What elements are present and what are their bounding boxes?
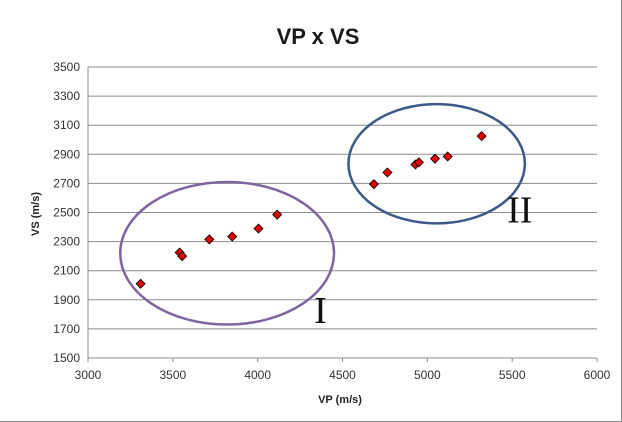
y-tick-label: 2900 (53, 147, 80, 161)
y-tick-label: 2500 (53, 206, 80, 220)
y-tick-label: 3100 (53, 118, 80, 132)
x-tick-label: 5000 (414, 368, 441, 382)
data-point (204, 234, 215, 245)
data-point (177, 251, 188, 262)
data-point (476, 131, 487, 142)
group-label: II (507, 190, 532, 232)
x-tick-label: 4500 (329, 368, 356, 382)
y-tick-label: 1900 (53, 293, 80, 307)
data-point (227, 231, 238, 242)
data-point (368, 179, 379, 190)
y-axis-label: VS (m/s) (30, 192, 42, 236)
group-label: I (314, 290, 327, 332)
y-tick-label: 2300 (53, 235, 80, 249)
x-tick-label: 3000 (75, 368, 102, 382)
chart-title: VP x VS (277, 24, 360, 49)
y-tick-label: 1700 (53, 322, 80, 336)
x-axis-label: VP (m/s) (318, 394, 362, 406)
data-point (413, 157, 424, 168)
y-tick-label: 2700 (53, 176, 80, 190)
data-point (442, 151, 453, 162)
x-tick-label: 4000 (244, 368, 271, 382)
x-tick-label: 5500 (499, 368, 526, 382)
data-point (382, 167, 393, 178)
y-tick-label: 1500 (53, 351, 80, 365)
group-ellipse (347, 102, 527, 225)
data-point (272, 209, 283, 220)
data-point (253, 223, 264, 234)
y-tick-label: 3500 (53, 60, 80, 74)
y-tick-label: 2100 (53, 264, 80, 278)
data-point (135, 278, 146, 289)
x-tick-label: 6000 (584, 368, 611, 382)
x-tick-labels: 3000 3500 4000 4500 5000 5500 6000 (75, 368, 611, 382)
y-tick-labels: 1500 1700 1900 2100 2300 2500 2700 2900 3100 3300… (53, 60, 80, 365)
grid-lines (87, 66, 598, 362)
data-point (429, 153, 441, 164)
x-tick-label: 3500 (159, 368, 186, 382)
group-ellipse (118, 180, 336, 326)
annotations: III (118, 102, 532, 332)
data-points (135, 131, 487, 289)
y-tick-label: 3300 (53, 89, 80, 103)
